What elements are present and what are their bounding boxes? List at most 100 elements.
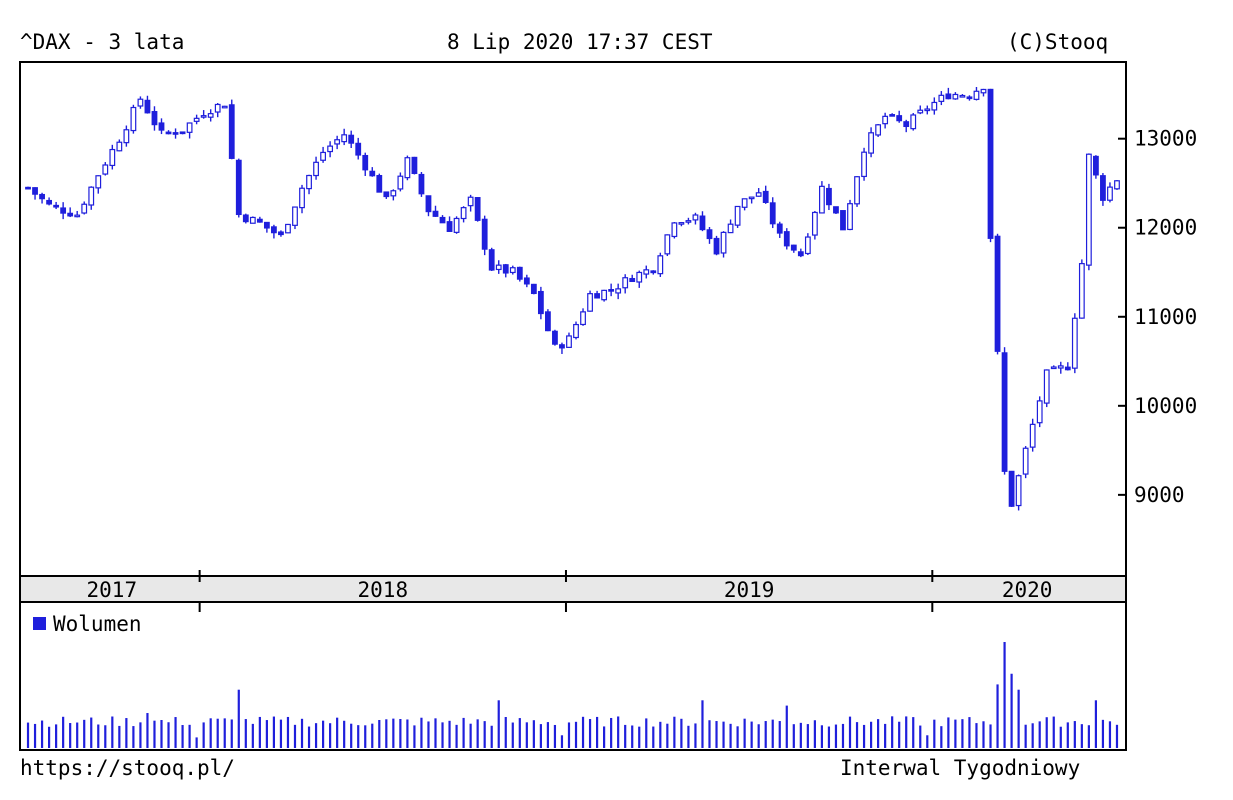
candle-body: [509, 267, 516, 274]
candle-body: [910, 114, 917, 130]
source-url: https://stooq.pl/: [20, 756, 235, 780]
candle-body: [1064, 366, 1071, 371]
candle-body: [1043, 369, 1050, 404]
candle-body: [854, 176, 860, 205]
candle-body: [622, 277, 629, 289]
candle-body: [938, 94, 945, 102]
candle-body: [271, 226, 277, 234]
candle-body: [60, 207, 67, 214]
candle-body: [320, 151, 326, 161]
y-tick-label: 13000: [1134, 127, 1197, 151]
price-series: [25, 86, 1120, 511]
copyright-label: (C)Stooq: [1007, 30, 1109, 54]
candle-body: [559, 344, 565, 349]
candle-body: [495, 264, 502, 271]
candle-body: [545, 311, 551, 332]
candle-body: [67, 212, 74, 217]
candle-body: [601, 289, 608, 301]
candle-body: [523, 277, 530, 285]
candle-body: [868, 132, 874, 154]
candle-body: [467, 196, 474, 207]
chart-timestamp: 8 Lip 2020 17:37 CEST: [447, 30, 713, 54]
candle-body: [945, 93, 952, 100]
candle-body: [727, 223, 734, 234]
candle-body: [1008, 470, 1015, 507]
candle-body: [924, 108, 931, 112]
candle-body: [748, 196, 755, 200]
candle-body: [481, 218, 488, 250]
candle-body: [130, 106, 137, 132]
candle-body: [875, 124, 882, 136]
candle-body: [1100, 175, 1106, 201]
candle-body: [397, 175, 404, 190]
candle-body: [327, 145, 334, 153]
candle-body: [25, 186, 31, 190]
candle-body: [755, 192, 762, 197]
candle-body: [418, 173, 425, 195]
candle-body: [292, 206, 298, 226]
candle-body: [650, 270, 657, 274]
candle-body: [713, 237, 720, 255]
candle-body: [980, 88, 987, 94]
candle-body: [776, 223, 783, 234]
candle-body: [179, 131, 186, 135]
candle-body: [235, 159, 242, 216]
candle-body: [1036, 400, 1043, 424]
candle-body: [411, 156, 418, 175]
candle-body: [446, 221, 453, 232]
candle-body: [1114, 180, 1120, 190]
candle-body: [847, 203, 853, 231]
candle-body: [256, 218, 263, 223]
candle-body: [889, 114, 896, 117]
candle-body: [46, 199, 52, 205]
year-label: 2018: [358, 578, 409, 602]
candle-body: [762, 190, 769, 203]
candle-body: [699, 215, 706, 231]
candle-body: [706, 229, 713, 240]
candle-body: [172, 132, 179, 135]
candle-body: [580, 311, 586, 326]
candle-body: [278, 231, 284, 236]
candle-body: [643, 269, 650, 275]
candle-body: [306, 174, 312, 190]
candle-body: [390, 190, 397, 197]
candle-body: [88, 186, 95, 206]
candle-body: [769, 202, 776, 225]
candle-body: [530, 283, 537, 295]
candle-body: [123, 129, 130, 144]
candle-body: [39, 193, 45, 200]
candle-body: [249, 216, 256, 224]
candle-body: [144, 99, 151, 114]
interval-label: Interwal Tygodniowy: [840, 756, 1081, 780]
volume-series: [26, 642, 1119, 748]
candle-body: [804, 236, 811, 255]
volume-panel-frame: [19, 601, 1127, 751]
candle-body: [840, 210, 846, 231]
candle-body: [1057, 365, 1064, 369]
candle-body: [678, 222, 685, 225]
candle-body: [81, 203, 88, 214]
price-axis: 13000 12000 11000 10000 9000: [1118, 127, 1197, 507]
candle-body: [488, 249, 495, 271]
candle-body: [369, 170, 376, 177]
candle-body: [1078, 263, 1085, 319]
y-tick-label: 11000: [1134, 305, 1197, 329]
candle-body: [348, 134, 355, 144]
candle-body: [734, 205, 741, 226]
candle-body: [362, 154, 369, 171]
candle-body: [657, 255, 664, 275]
candle-body: [587, 293, 593, 312]
candle-body: [313, 161, 319, 177]
candle-body: [383, 191, 390, 198]
candle-body: [720, 231, 727, 254]
candle-body: [790, 244, 797, 251]
candle-body: [355, 142, 362, 156]
candle-body: [692, 214, 699, 221]
candle-body: [186, 122, 193, 133]
candle-body: [987, 88, 994, 239]
candle-body: [404, 157, 411, 179]
candle-body: [636, 271, 643, 283]
candle-body: [425, 195, 432, 213]
candle-body: [861, 151, 867, 178]
